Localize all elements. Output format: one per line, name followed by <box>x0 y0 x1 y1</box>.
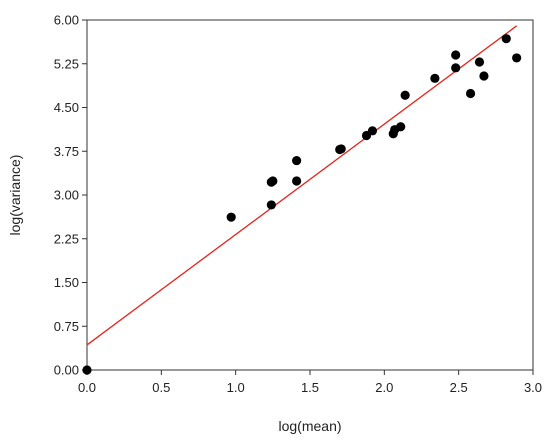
y-tick-label: 5.25 <box>54 56 79 71</box>
y-tick-label: 1.50 <box>54 275 79 290</box>
data-points <box>82 34 522 375</box>
data-point <box>465 88 476 99</box>
regression-line <box>86 25 518 346</box>
x-tick-label: 2.5 <box>450 380 468 395</box>
data-point <box>501 34 511 44</box>
y-tick-label: 2.25 <box>54 231 79 246</box>
data-point <box>474 57 485 67</box>
x-tick-label: 2.0 <box>375 380 393 395</box>
data-point <box>400 90 410 100</box>
data-point <box>268 176 278 186</box>
data-point <box>367 126 378 136</box>
data-point <box>479 71 489 81</box>
data-point <box>451 50 461 60</box>
data-point <box>336 144 346 154</box>
x-tick-label: 1.5 <box>301 380 319 395</box>
x-axis: 0.0 0.5 1.0 1.5 2.0 2.5 3.0 <box>78 370 542 395</box>
plot-area <box>86 19 534 371</box>
y-tick-label: 3.75 <box>54 144 79 159</box>
y-axis-label: log(variance) <box>7 155 23 236</box>
data-point <box>512 53 522 63</box>
data-point <box>292 155 302 166</box>
x-axis-label: log(mean) <box>278 418 341 434</box>
x-tick-label: 0.0 <box>78 380 96 395</box>
data-point <box>396 122 406 132</box>
x-tick-label: 0.5 <box>152 380 170 395</box>
data-point <box>226 212 236 222</box>
data-point <box>266 200 276 210</box>
y-axis: 0.00 0.75 1.50 2.25 3.00 3.75 4.50 5.25 6.00 <box>54 13 87 378</box>
data-point <box>430 73 440 83</box>
x-tick-label: 1.0 <box>227 380 245 395</box>
y-tick-label: 0.00 <box>54 363 79 378</box>
x-tick-label: 3.0 <box>524 380 542 395</box>
data-point <box>82 365 92 375</box>
data-point <box>292 176 302 186</box>
y-tick-label: 3.00 <box>54 188 79 203</box>
y-tick-label: 4.50 <box>54 100 79 115</box>
y-tick-label: 6.00 <box>54 13 79 28</box>
data-point <box>451 63 461 73</box>
y-tick-label: 0.75 <box>54 319 79 334</box>
